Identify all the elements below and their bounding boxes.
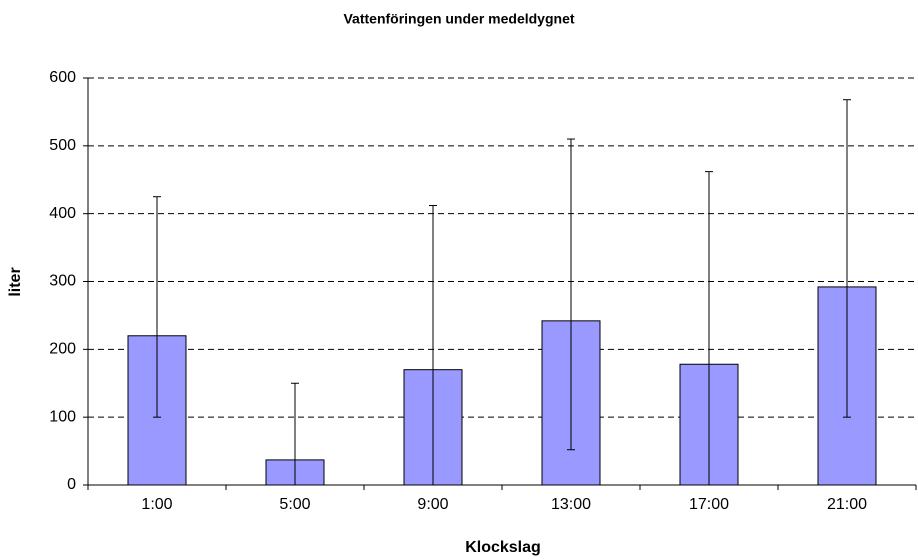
x-tick-label: 21:00	[827, 496, 867, 513]
x-tick-label: 5:00	[279, 496, 310, 513]
y-tick-label: 100	[49, 408, 76, 425]
x-axis-label: Klockslag	[465, 539, 541, 556]
x-tick-label: 17:00	[689, 496, 729, 513]
error-bar	[567, 138, 575, 451]
chart-title: Vattenföringen under medeldygnet	[343, 11, 574, 27]
y-tick-label: 0	[67, 476, 76, 493]
x-tick-label: 1:00	[141, 496, 172, 513]
error-bar	[429, 205, 437, 486]
error-bar	[291, 382, 299, 486]
y-tick-label: 500	[49, 137, 76, 154]
y-tick-label: 600	[49, 69, 76, 86]
y-tick-label: 200	[49, 341, 76, 358]
x-tick-label: 13:00	[551, 496, 591, 513]
error-bar	[843, 99, 851, 418]
error-bar	[153, 196, 161, 418]
y-tick-label: 400	[49, 205, 76, 222]
y-axis-label: liter	[7, 267, 24, 296]
y-tick-label: 300	[49, 273, 76, 290]
error-bar	[705, 171, 713, 486]
x-tick-label: 9:00	[417, 496, 448, 513]
